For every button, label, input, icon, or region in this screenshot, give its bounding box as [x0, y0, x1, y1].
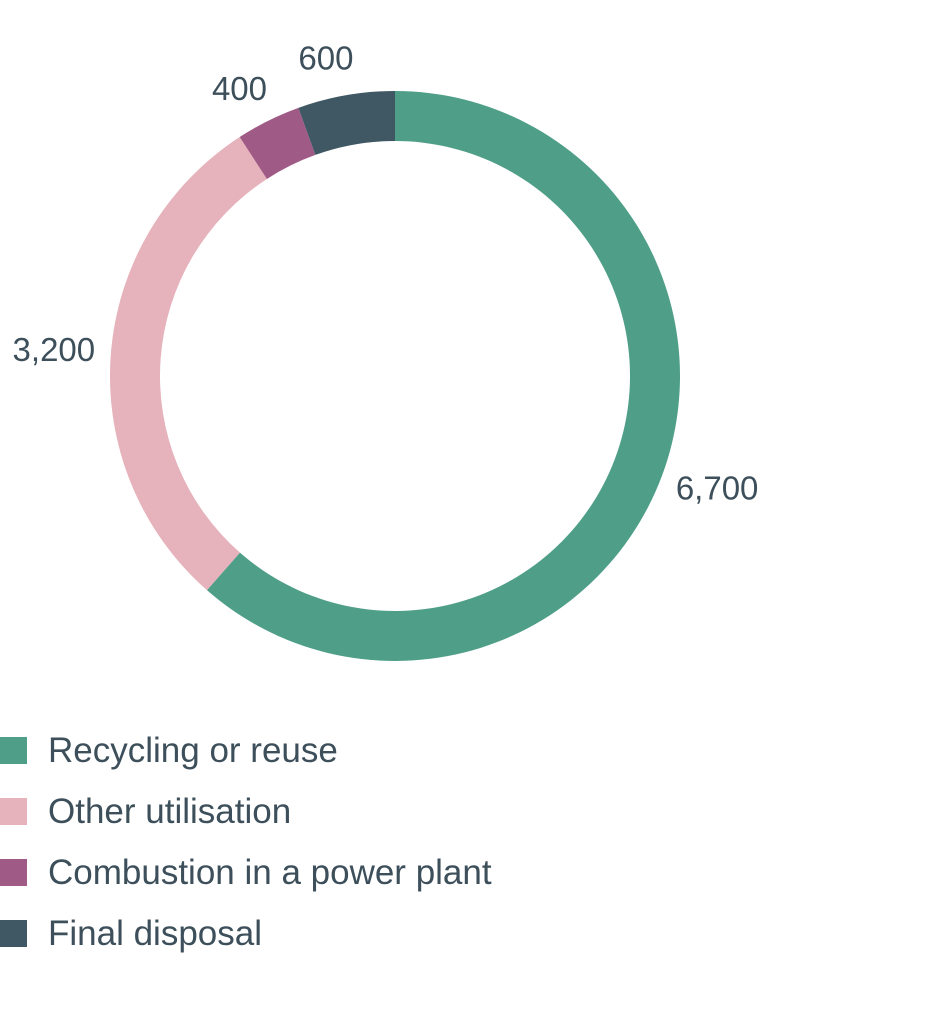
legend-label-combustion-in-a-power-plant: Combustion in a power plant [48, 853, 492, 892]
donut-slice-final-disposal [298, 91, 395, 155]
legend-item-combustion-in-a-power-plant: Combustion in a power plant [0, 842, 492, 903]
data-label-other-utilisation: 3,200 [13, 331, 96, 368]
legend-item-final-disposal: Final disposal [0, 903, 492, 964]
legend-swatch-final-disposal [0, 920, 27, 947]
data-label-combustion-in-a-power-plant: 400 [212, 70, 267, 107]
chart-legend: Recycling or reuse Other utilisation Com… [0, 720, 492, 964]
donut-chart: 6,700 3,200 400 600 [13, 39, 759, 661]
legend-label-recycling-or-reuse: Recycling or reuse [48, 731, 338, 770]
legend-label-final-disposal: Final disposal [48, 914, 262, 953]
donut-slice-combustion-in-a-power-plant [239, 107, 316, 179]
legend-item-recycling-or-reuse: Recycling or reuse [0, 720, 492, 781]
legend-item-other-utilisation: Other utilisation [0, 781, 492, 842]
data-label-recycling-or-reuse: 6,700 [676, 469, 759, 506]
legend-swatch-recycling-or-reuse [0, 737, 27, 764]
legend-label-other-utilisation: Other utilisation [48, 792, 292, 831]
legend-swatch-other-utilisation [0, 798, 27, 825]
data-label-final-disposal: 600 [298, 39, 353, 76]
donut-slice-other-utilisation [109, 137, 267, 591]
donut-slice-recycling-or-reuse [206, 91, 680, 661]
legend-swatch-combustion-in-a-power-plant [0, 859, 27, 886]
